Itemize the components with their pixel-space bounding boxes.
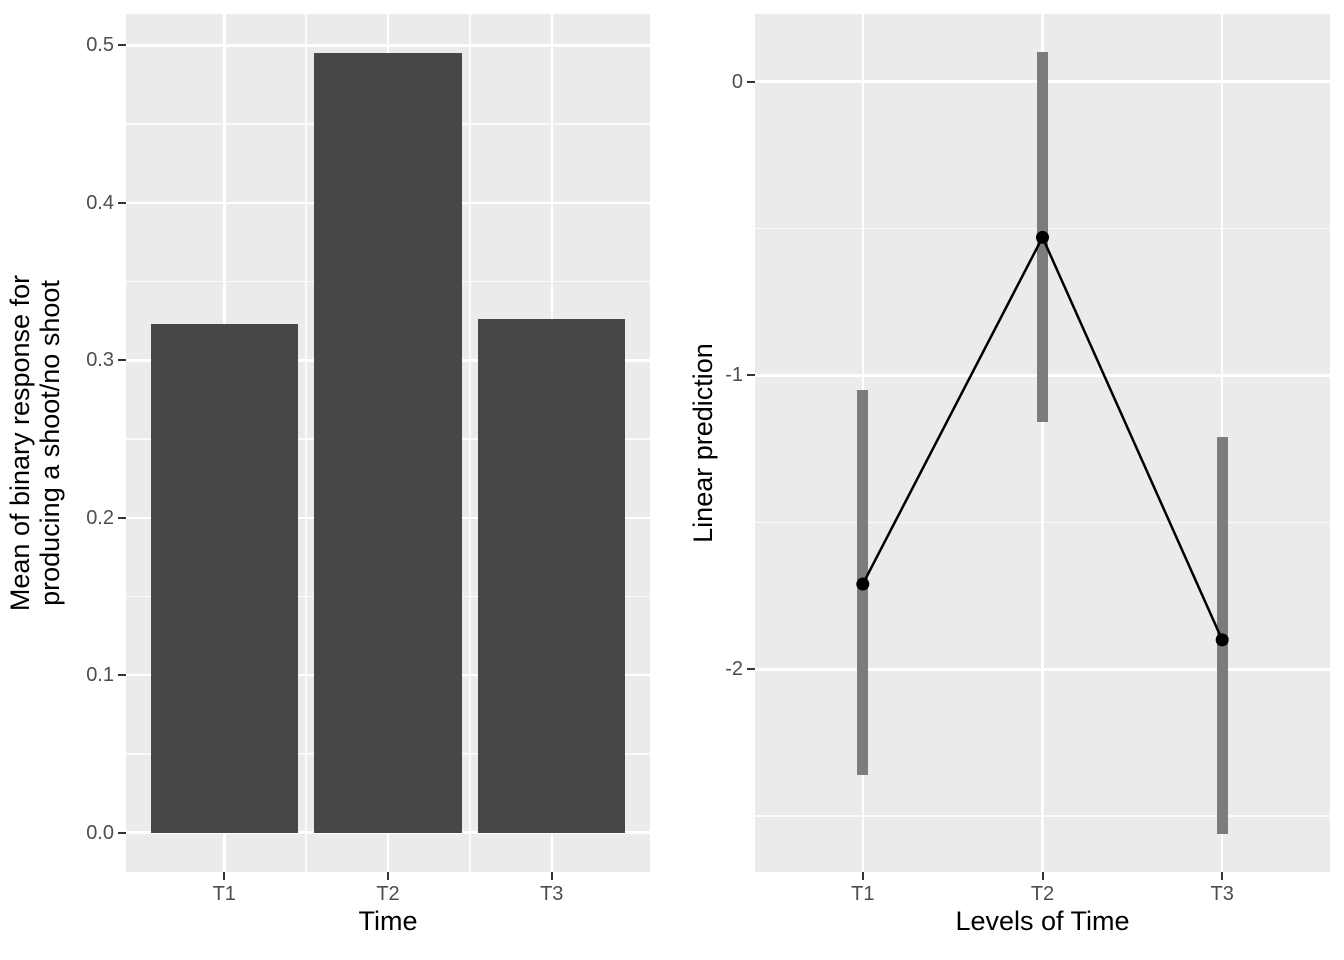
y-tick-label: 0.4	[86, 191, 114, 214]
y-tick-mark	[747, 668, 755, 671]
x-tick-label: T1	[851, 883, 875, 905]
y-tick-mark	[118, 44, 126, 47]
x-minor-gridline	[305, 14, 307, 872]
y-tick-mark	[118, 516, 126, 519]
x-minor-gridline	[469, 14, 471, 872]
x-tick-mark	[861, 872, 864, 880]
errorbar-T3	[1216, 437, 1228, 834]
errorbar-T2	[1037, 52, 1048, 423]
x-tick-mark	[1041, 872, 1044, 880]
x-tick-label: T3	[1210, 883, 1234, 905]
y-tick-label: 0.3	[86, 349, 114, 372]
y-tick-label: 0.0	[86, 821, 114, 844]
bar-T2	[314, 53, 462, 833]
y-tick-mark	[118, 201, 126, 204]
x-tick-label: T1	[212, 883, 236, 905]
x-tick-label: T2	[376, 883, 400, 905]
y-tick-mark	[747, 374, 755, 377]
bar-T1	[150, 324, 298, 833]
x-tick-mark	[1221, 872, 1224, 880]
x-tick-mark	[387, 872, 389, 880]
x-tick-mark	[223, 872, 226, 880]
y-tick-mark	[118, 359, 126, 362]
errorbar-T1	[857, 390, 869, 776]
x-tick-label: T2	[1030, 883, 1055, 905]
x-tick-label: T3	[540, 883, 564, 905]
y-tick-label: 0	[731, 70, 743, 93]
right-x-axis-title: Levels of Time	[955, 906, 1130, 936]
y-tick-label: 0.5	[86, 34, 114, 57]
left-y-axis-title-line2: producing a shoot/no shoot	[35, 280, 65, 606]
y-tick-mark	[118, 831, 126, 834]
y-tick-mark	[747, 80, 755, 83]
y-tick-label: -2	[725, 658, 743, 681]
bar-T3	[478, 319, 626, 833]
left-y-axis-title-line1: Mean of binary response for	[5, 274, 35, 612]
y-tick-mark	[118, 674, 126, 677]
y-tick-label: -1	[725, 364, 743, 387]
y-tick-label: 0.1	[86, 664, 114, 687]
right-y-axis-title: Linear prediction	[688, 343, 718, 543]
left-x-axis-title: Time	[358, 906, 418, 936]
y-tick-label: 0.2	[86, 506, 114, 529]
left-y-axis-title: Mean of binary response for producing a …	[5, 13, 65, 873]
x-tick-mark	[550, 872, 553, 880]
